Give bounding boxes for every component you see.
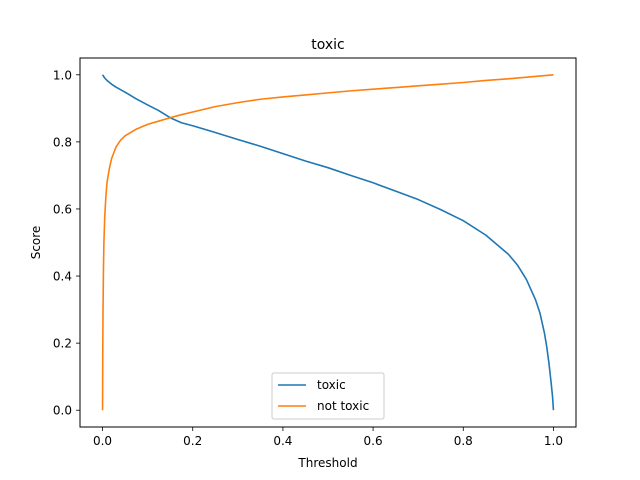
legend-label-toxic: toxic xyxy=(317,378,346,392)
y-tick-label: 0.8 xyxy=(53,135,72,149)
x-tick-label: 0.8 xyxy=(454,434,473,448)
series-line-toxic xyxy=(101,74,555,411)
x-tick-label: 0.0 xyxy=(93,434,112,448)
series-layer xyxy=(101,73,555,411)
y-axis-label: Score xyxy=(29,226,43,260)
x-axis-label: Threshold xyxy=(297,456,357,470)
x-tick-label: 1.0 xyxy=(544,434,563,448)
x-tick-label: 0.6 xyxy=(364,434,383,448)
x-tick-label: 0.2 xyxy=(183,434,202,448)
x-axis-ticks: 0.0 0.2 0.4 0.6 0.8 1.0 xyxy=(93,427,563,448)
y-tick-label: 0.2 xyxy=(53,337,72,351)
y-tick-label: 0.0 xyxy=(53,404,72,418)
series-line-not-toxic xyxy=(101,73,554,411)
y-axis-ticks: 0.0 0.2 0.4 0.6 0.8 1.0 xyxy=(53,68,80,418)
y-tick-label: 0.4 xyxy=(53,270,72,284)
legend: toxic not toxic xyxy=(271,372,385,420)
legend-label-not-toxic: not toxic xyxy=(317,399,369,413)
x-tick-label: 0.4 xyxy=(273,434,292,448)
y-tick-label: 1.0 xyxy=(53,68,72,82)
chart-title: toxic xyxy=(311,37,345,53)
axes-frame xyxy=(79,57,577,428)
y-tick-label: 0.6 xyxy=(53,202,72,216)
